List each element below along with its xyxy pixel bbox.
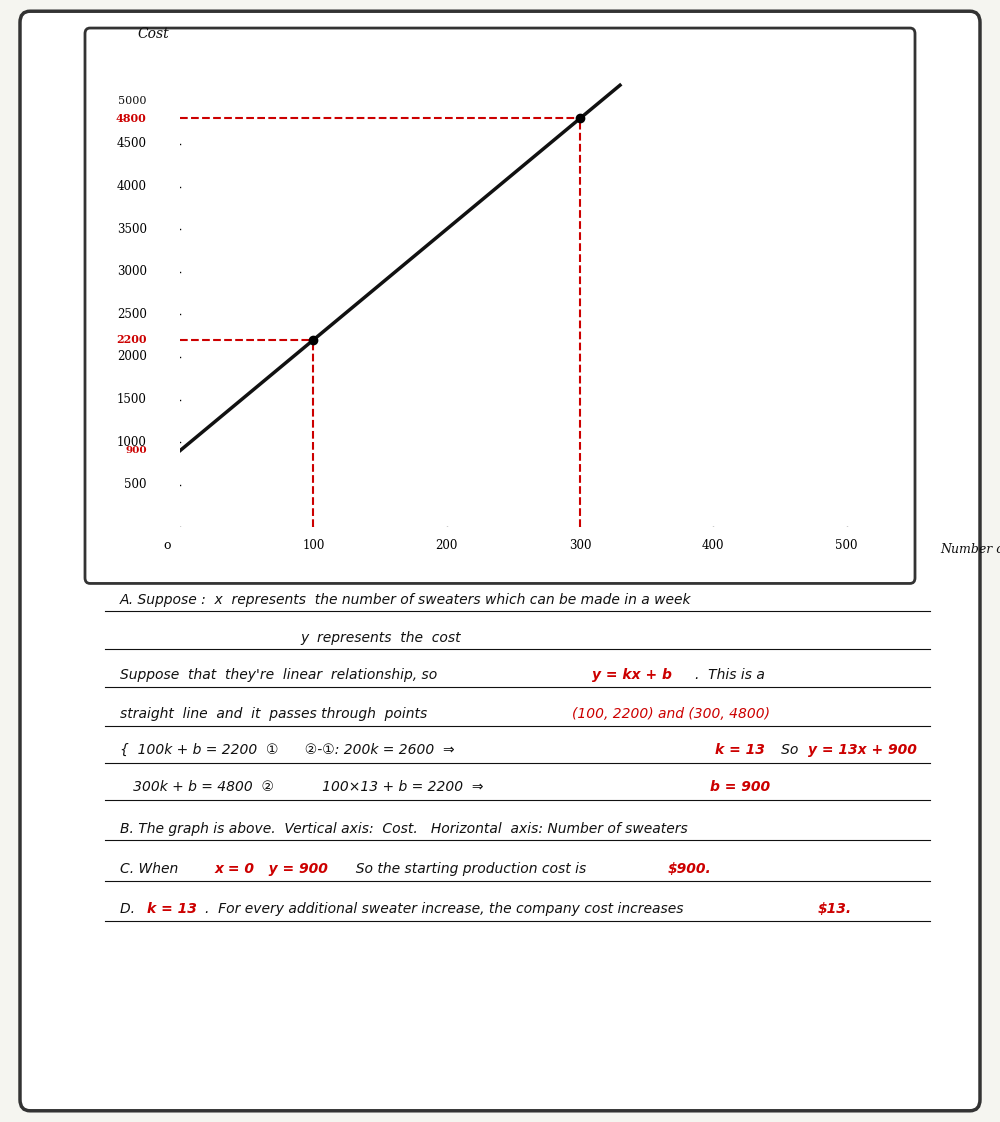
Text: $900.: $900. — [668, 862, 712, 876]
Text: o: o — [163, 539, 170, 552]
Text: So the starting production cost is: So the starting production cost is — [347, 862, 591, 876]
Text: 400: 400 — [702, 539, 725, 552]
Text: (100, 2200) and (300, 4800): (100, 2200) and (300, 4800) — [572, 707, 770, 721]
Text: 500: 500 — [124, 478, 147, 491]
Text: 300: 300 — [569, 539, 591, 552]
Text: 300k + b = 4800  ②           100×13 + b = 2200  ⇒: 300k + b = 4800 ② 100×13 + b = 2200 ⇒ — [120, 780, 492, 794]
Text: 1000: 1000 — [117, 435, 147, 449]
FancyBboxPatch shape — [85, 28, 915, 583]
Text: b = 900: b = 900 — [710, 780, 770, 794]
Text: 900: 900 — [125, 447, 147, 456]
Text: 500: 500 — [835, 539, 858, 552]
Text: k = 13: k = 13 — [715, 743, 765, 757]
Text: 200: 200 — [435, 539, 458, 552]
Text: A. Suppose :  x  represents  the number of sweaters which can be made in a week: A. Suppose : x represents the number of … — [120, 592, 692, 607]
Text: 5000: 5000 — [118, 96, 147, 107]
Text: 4800: 4800 — [116, 113, 147, 123]
Text: C. When: C. When — [120, 862, 187, 876]
Text: D.: D. — [120, 902, 139, 917]
Text: 3500: 3500 — [117, 222, 147, 236]
Text: straight  line  and  it  passes through  points: straight line and it passes through poin… — [120, 707, 432, 721]
Text: Cost: Cost — [137, 27, 169, 40]
Text: 3000: 3000 — [117, 265, 147, 278]
Text: Number of sweaters: Number of sweaters — [940, 543, 1000, 555]
Text: y  represents  the  cost: y represents the cost — [300, 631, 461, 645]
Text: 4500: 4500 — [117, 138, 147, 150]
Text: 2500: 2500 — [117, 307, 147, 321]
Text: Suppose  that  they're  linear  relationship, so: Suppose that they're linear relationship… — [120, 668, 442, 682]
Text: 2000: 2000 — [117, 350, 147, 364]
FancyBboxPatch shape — [20, 11, 980, 1111]
Text: 1500: 1500 — [117, 393, 147, 406]
Text: y = 13x + 900: y = 13x + 900 — [808, 743, 917, 757]
Text: 4000: 4000 — [117, 181, 147, 193]
Text: B. The graph is above.  Vertical axis:  Cost.   Horizontal  axis: Number of swea: B. The graph is above. Vertical axis: Co… — [120, 821, 688, 836]
Text: 100: 100 — [302, 539, 325, 552]
Text: .  For every additional sweater increase, the company cost increases: . For every additional sweater increase,… — [205, 902, 688, 917]
Text: .  This is a: . This is a — [695, 668, 765, 682]
Text: y = kx + b: y = kx + b — [592, 668, 672, 682]
Text: {  100k + b = 2200  ①      ②-①: 200k = 2600  ⇒: { 100k + b = 2200 ① ②-①: 200k = 2600 ⇒ — [120, 743, 463, 757]
Text: k = 13: k = 13 — [147, 902, 197, 917]
Text: x = 0   y = 900: x = 0 y = 900 — [215, 862, 329, 876]
Text: 2200: 2200 — [116, 334, 147, 346]
Text: So: So — [768, 743, 803, 757]
Text: $13.: $13. — [818, 902, 852, 917]
